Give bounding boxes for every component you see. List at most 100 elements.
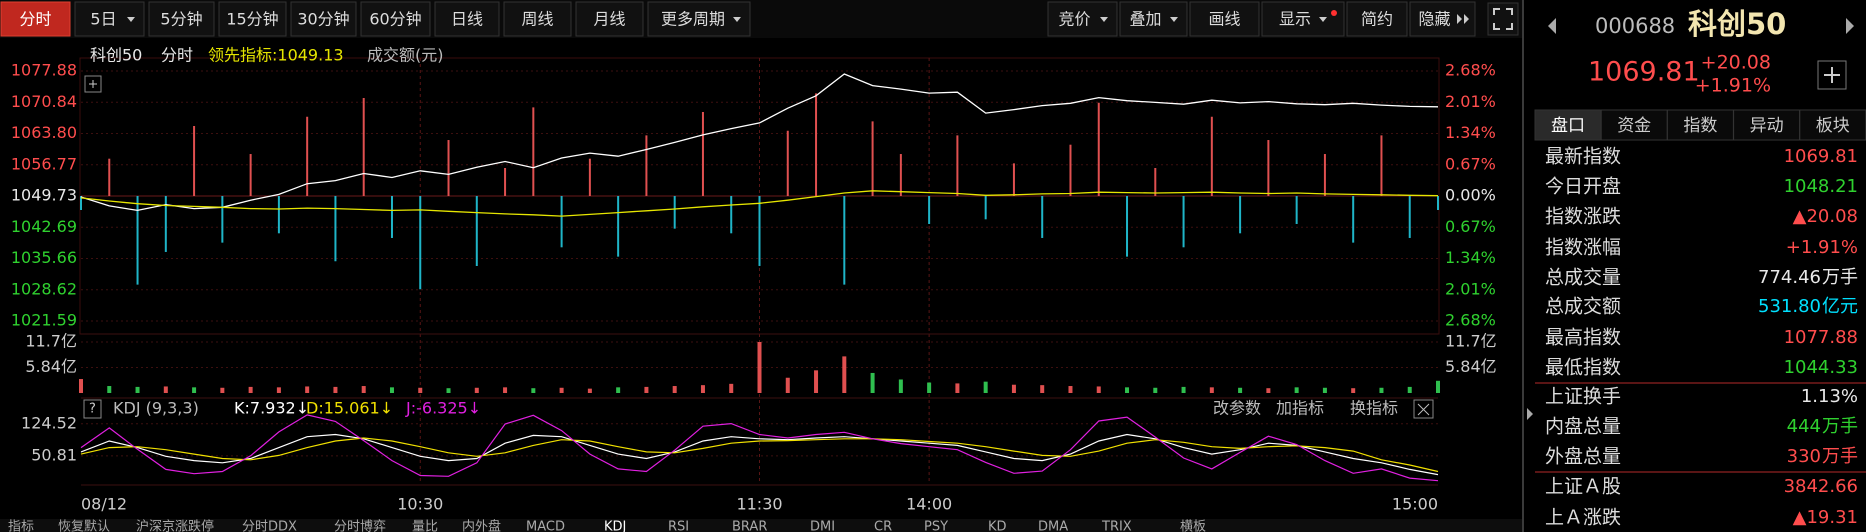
x-tick-label: 08/12	[81, 495, 127, 514]
row-label: 外盘总量	[1545, 446, 1621, 468]
row-value: 1.13%	[1801, 386, 1858, 407]
volume-bar	[842, 356, 847, 393]
kdj-line	[80, 437, 1439, 473]
bottom-tab[interactable]: 分时DDX	[242, 520, 297, 532]
toolbar-button[interactable]	[647, 1, 751, 37]
x-tick-label: 14:00	[906, 495, 952, 514]
volume-bar	[616, 387, 621, 393]
toolbar-button-label: 5分钟	[160, 10, 202, 29]
indicator-button[interactable]: 换指标	[1350, 399, 1398, 418]
bottom-tab[interactable]: 内外盘	[462, 519, 501, 532]
y-tick-label: 1077.88	[11, 61, 77, 80]
toolbar-button-label: 隐藏	[1418, 10, 1450, 29]
y2-tick-label: 0.00%	[1445, 186, 1496, 205]
close-button[interactable]	[1413, 399, 1434, 419]
toolbar-button[interactable]	[360, 1, 431, 37]
toolbar-button[interactable]	[148, 1, 215, 37]
y2-tick-label: 2.01%	[1445, 279, 1496, 298]
chart-title: 科创50	[90, 46, 142, 65]
bottom-tab[interactable]: 量比	[412, 520, 438, 532]
row-unit: 万手	[1822, 416, 1858, 437]
volume-bar	[672, 386, 677, 393]
row-value: 1069.81	[1784, 146, 1858, 167]
fullscreen-icon	[1493, 8, 1513, 30]
bottom-tab[interactable]: 恢复默认	[58, 519, 110, 532]
row-label: 指数涨跌	[1545, 206, 1621, 228]
volume-tick-label: 5.84亿	[25, 357, 77, 376]
indicator-button[interactable]: 改参数	[1213, 399, 1261, 418]
add-watch-icon	[1824, 67, 1840, 83]
volume-bar	[192, 387, 197, 393]
bottom-tab[interactable]: BRAR	[732, 520, 767, 532]
bottom-tab[interactable]: RSI	[668, 520, 689, 532]
toolbar-button[interactable]	[1261, 1, 1345, 37]
volume-bar	[814, 370, 819, 393]
help-button[interactable]	[83, 399, 102, 419]
panel-tab[interactable]	[1666, 109, 1734, 141]
volume-bar	[559, 387, 564, 393]
bottom-tab[interactable]: KD	[988, 520, 1007, 532]
y-tick-label: 1063.80	[11, 123, 77, 142]
row-value: ▲20.08	[1793, 206, 1858, 227]
volume-bar	[1040, 385, 1045, 393]
panel-tab-label: 指数	[1683, 116, 1717, 136]
y2-tick-label: 0.67%	[1445, 217, 1496, 236]
bottom-tab[interactable]: 指标	[8, 520, 34, 532]
collapse-handle[interactable]	[1527, 408, 1533, 420]
panel-tab[interactable]	[1799, 109, 1866, 141]
add-button[interactable]	[84, 75, 102, 93]
row-label: 总成交量	[1545, 267, 1621, 289]
bottom-tab[interactable]: CR	[874, 520, 892, 532]
toolbar-button[interactable]	[1189, 1, 1260, 37]
kdj-value-label: K:7.932↓	[234, 399, 309, 418]
y-tick-label: 1021.59	[11, 311, 77, 330]
bottom-tab[interactable]: MACD	[526, 520, 565, 532]
volume-bar	[1322, 387, 1327, 393]
bottom-tab[interactable]: PSY	[924, 520, 948, 532]
toolbar-button[interactable]	[0, 1, 71, 37]
volume-bar	[700, 385, 705, 393]
kdj-header: KDJ (9,3,3)	[113, 399, 199, 418]
toolbar-button-label: 60分钟	[369, 10, 421, 29]
toolbar-button-label: 30分钟	[297, 10, 349, 29]
row-label: 上证换手	[1545, 386, 1621, 408]
row-value: 444	[1787, 416, 1821, 437]
bottom-tab[interactable]: TRIX	[1101, 520, 1132, 532]
y-tick-label: 1056.77	[11, 154, 77, 173]
y-tick-label: 1028.62	[11, 279, 77, 298]
fullscreen-button[interactable]	[1487, 2, 1519, 36]
panel-tab[interactable]	[1534, 109, 1602, 141]
stock-code: 000688	[1595, 14, 1675, 38]
next-arrow[interactable]	[1846, 18, 1854, 34]
kdj-value-label: D:15.061↓	[306, 399, 393, 418]
toolbar-button[interactable]	[434, 1, 500, 37]
expand-arrows	[1457, 14, 1469, 24]
row-value: ▲19.31	[1793, 507, 1858, 528]
kdj-line	[80, 433, 1439, 476]
volume-bar	[276, 387, 281, 393]
add-watch-button[interactable]	[1817, 60, 1847, 90]
toolbar-button[interactable]	[218, 1, 287, 37]
row-value: 1077.88	[1784, 327, 1858, 348]
bottom-tab[interactable]: KDJ	[604, 520, 626, 532]
indicator-button[interactable]: 加指标	[1276, 399, 1324, 418]
prev-arrow[interactable]	[1548, 18, 1556, 34]
y-tick-label: 1070.84	[11, 92, 77, 111]
bottom-tab[interactable]: 分时博弈	[334, 519, 386, 532]
toolbar-button[interactable]	[1346, 1, 1408, 37]
volume-bar	[305, 386, 310, 393]
toolbar-button[interactable]	[503, 1, 572, 37]
kdj-value-label: J:-6.325↓	[405, 399, 481, 418]
bottom-tab[interactable]: DMA	[1038, 520, 1068, 532]
volume-bar	[333, 386, 338, 393]
toolbar-button[interactable]	[290, 1, 357, 37]
volume-bar	[587, 388, 592, 393]
bottom-tab[interactable]: DMI	[810, 520, 835, 532]
volume-bar	[785, 377, 790, 393]
volume-bar	[361, 386, 366, 393]
bottom-tab[interactable]: 横板	[1180, 520, 1206, 532]
bottom-tab[interactable]: 沪深京涨跌停	[136, 519, 214, 532]
toolbar-button[interactable]	[575, 1, 644, 37]
volume-bar	[163, 386, 168, 393]
